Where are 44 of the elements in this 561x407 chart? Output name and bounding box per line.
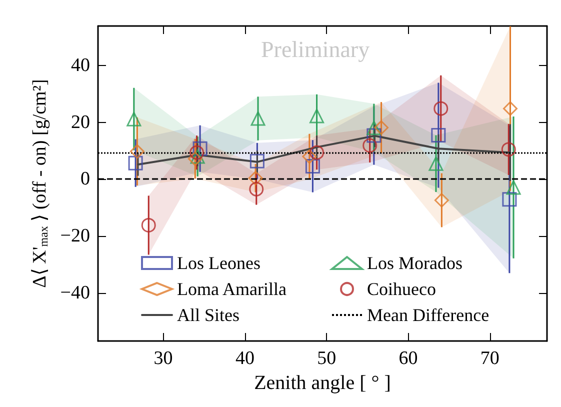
y-axis-title: Δ⟨ X'max ⟩ (off - on) [g/cm²]: [29, 79, 50, 288]
point: [190, 145, 204, 160]
y-tick-label: 40: [71, 55, 90, 76]
legend-label: Los Leones: [177, 253, 260, 273]
x-tick-label: 30: [154, 348, 173, 369]
y-tick-label: 0: [80, 168, 90, 190]
point: [503, 101, 518, 116]
point: [141, 218, 156, 232]
point: [305, 158, 320, 174]
y-tick-label: −20: [60, 226, 90, 246]
point: [366, 120, 382, 136]
point: [362, 138, 378, 153]
point: [310, 145, 324, 160]
point: [431, 128, 446, 143]
x-tick-label: 60: [398, 348, 418, 369]
point: [302, 149, 317, 164]
legend-label: Mean Difference: [367, 305, 490, 325]
legend-label: All Sites: [177, 305, 240, 325]
point: [502, 192, 517, 207]
point: [128, 156, 143, 170]
point: [250, 111, 266, 126]
point: [366, 128, 382, 143]
point: [310, 108, 324, 124]
x-tick-label: 50: [317, 348, 336, 369]
x-tick-label: 40: [235, 348, 254, 369]
point: [192, 141, 208, 156]
y-tick-label: 20: [71, 112, 90, 133]
point: [501, 142, 516, 157]
point: [374, 120, 389, 135]
legend-label: Los Morados: [367, 253, 462, 273]
point: [249, 182, 264, 196]
x-axis-title: Zenith angle [ ° ]: [254, 372, 391, 394]
legend-label: Loma Amarilla: [177, 279, 286, 299]
legend-label: Coihueco: [367, 279, 436, 299]
point: [506, 180, 521, 195]
x-tick-label: 70: [480, 348, 500, 369]
point: [130, 144, 144, 159]
y-tick-label: −40: [60, 282, 90, 304]
point: [434, 192, 449, 208]
point: [248, 170, 263, 186]
point: [250, 154, 264, 168]
point: [428, 156, 444, 171]
point: [434, 101, 448, 116]
point: [126, 112, 142, 126]
